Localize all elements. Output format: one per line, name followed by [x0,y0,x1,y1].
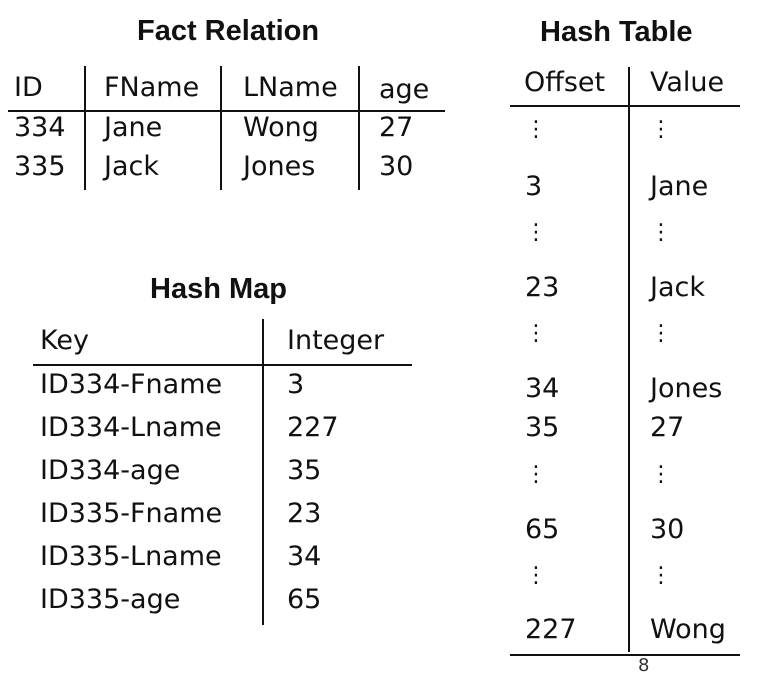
hashtable-ellipsis-value-3: ⋮ [650,321,672,346]
hashtable-header-value: Value [650,67,725,98]
hashmap-row-6-int: 65 [287,584,322,615]
hashmap-row-1-key: ID334-Fname [40,369,223,400]
fact-row-1-age: 27 [379,112,414,143]
hashtable-ellipsis-value-5: ⋮ [650,563,672,588]
fact-row-1-id: 334 [14,112,66,143]
page-number: 8 [638,655,650,676]
hashtable-ellipsis-offset-3: ⋮ [525,321,547,346]
fact-header-lname: LName [243,72,338,103]
hashmap-row-3-key: ID334-age [40,455,181,486]
hashtable-col-divider [628,67,630,652]
hashtable-row-4-value: 27 [650,412,685,443]
hashmap-row-1-int: 3 [287,369,305,400]
fact-col-divider-1 [84,66,86,190]
fact-col-divider-3 [358,66,360,190]
hashtable-header-rule [510,105,740,107]
hashmap-header-key: Key [40,325,89,356]
hashtable-ellipsis-offset-2: ⋮ [525,220,547,245]
hashtable-row-3-offset: 34 [525,373,560,404]
hashtable-row-2-offset: 23 [525,272,560,303]
fact-row-2-fname: Jack [104,151,159,182]
hashmap-header-integer: Integer [287,325,385,356]
hashmap-row-3-int: 35 [287,455,322,486]
hashtable-row-5-offset: 65 [525,514,560,545]
hashtable-row-6-offset: 227 [525,614,577,645]
fact-row-1-fname: Jane [104,112,163,143]
hashtable-row-2-value: Jack [650,272,705,303]
hashmap-row-2-key: ID334-Lname [40,412,222,443]
fact-relation-title: Fact Relation [137,15,320,47]
fact-header-rule [8,110,445,112]
hashmap-row-5-int: 34 [287,541,322,572]
hashmap-row-6-key: ID335-age [40,584,181,615]
hashmap-row-4-int: 23 [287,498,322,529]
hashtable-bottom-rule [510,654,740,656]
hashtable-row-3-value: Jones [650,373,723,404]
hashmap-row-2-int: 227 [287,412,339,443]
hashmap-header-rule [33,364,412,366]
hashtable-row-1-offset: 3 [525,171,543,202]
hashtable-ellipsis-value-2: ⋮ [650,220,672,245]
fact-header-fname: FName [104,72,200,103]
fact-row-2-age: 30 [379,151,414,182]
fact-col-divider-2 [220,66,222,190]
fact-row-2-id: 335 [14,151,66,182]
hashtable-ellipsis-value-4: ⋮ [650,462,672,487]
hashtable-row-1-value: Jane [650,171,709,202]
hashmap-row-5-key: ID335-Lname [40,541,222,572]
hashtable-ellipsis-offset-4: ⋮ [525,462,547,487]
fact-header-age: age [379,74,430,105]
fact-row-2-lname: Jones [243,151,316,182]
hashtable-ellipsis-offset-5: ⋮ [525,563,547,588]
hashmap-row-4-key: ID335-Fname [40,498,223,529]
hashtable-ellipsis-value-1: ⋮ [650,117,672,142]
hashtable-row-6-value: Wong [650,614,726,645]
fact-row-1-lname: Wong [243,112,319,143]
fact-header-id: ID [14,72,43,103]
hashtable-ellipsis-offset-1: ⋮ [525,117,547,142]
hashtable-row-4-offset: 35 [525,412,560,443]
hashmap-col-divider [262,319,264,625]
hash-table-title: Hash Table [540,16,693,48]
hashtable-header-offset: Offset [524,67,606,98]
hash-map-title: Hash Map [150,273,287,305]
hashtable-row-5-value: 30 [650,514,685,545]
